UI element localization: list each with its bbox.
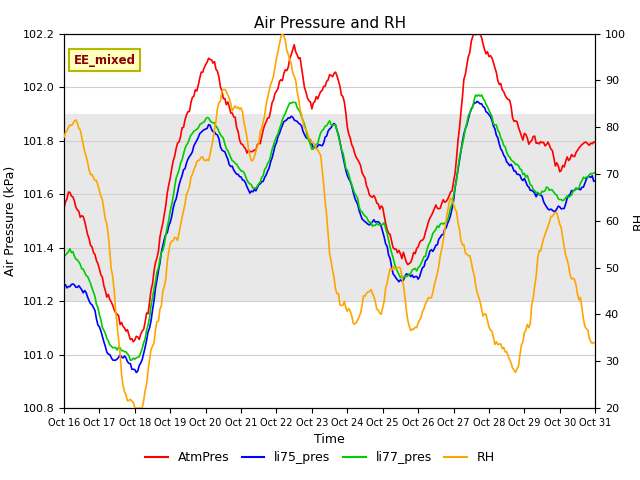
Bar xyxy=(64,114,595,301)
Y-axis label: RH: RH xyxy=(632,212,640,230)
X-axis label: Time: Time xyxy=(314,433,345,446)
Text: EE_mixed: EE_mixed xyxy=(74,54,136,67)
Legend: AtmPres, li75_pres, li77_pres, RH: AtmPres, li75_pres, li77_pres, RH xyxy=(140,446,500,469)
Title: Air Pressure and RH: Air Pressure and RH xyxy=(253,16,406,31)
Y-axis label: Air Pressure (kPa): Air Pressure (kPa) xyxy=(4,166,17,276)
